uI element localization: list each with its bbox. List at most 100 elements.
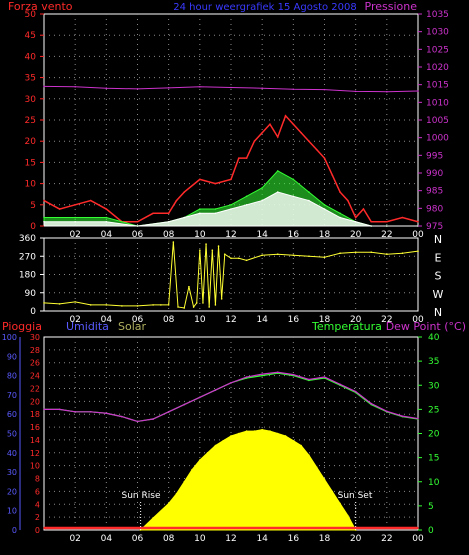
y-tick-label-umidita: 50 xyxy=(7,430,17,439)
data-point-gust xyxy=(183,191,186,193)
data-point-direction xyxy=(202,302,204,304)
data-point-direction_band xyxy=(74,220,76,223)
data-point-average xyxy=(261,187,263,189)
y-tick-label-umidita: 10 xyxy=(7,507,17,516)
data-point-direction xyxy=(43,302,45,304)
x-tick-label: 22 xyxy=(381,230,392,240)
y-tick-label-right: 35 xyxy=(428,357,439,367)
y-tick-label-umidita: 60 xyxy=(7,410,17,419)
data-point-direction xyxy=(370,251,373,253)
x-tick-label: 04 xyxy=(101,230,113,240)
x-tick-label: 12 xyxy=(225,230,236,240)
data-point-gust xyxy=(276,136,279,138)
y-tick-label-left: 360 xyxy=(19,234,36,244)
data-point-direction xyxy=(276,253,279,256)
data-point-average xyxy=(199,208,201,210)
x-tick-label: 16 xyxy=(288,315,300,325)
y-tick-label-pioggia: 14 xyxy=(30,436,40,445)
data-point-direction xyxy=(245,259,248,262)
data-point-dew-point-c- xyxy=(292,373,295,376)
compass-label: N xyxy=(434,233,442,246)
data-point-gust xyxy=(386,220,388,223)
y-tick-label-right: 990 xyxy=(426,169,443,179)
data-point-direction_band xyxy=(386,225,388,227)
x-tick-label: 08 xyxy=(163,315,175,325)
data-point-gust xyxy=(58,208,61,210)
data-point-direction xyxy=(401,252,404,255)
y-tick-label-right: 985 xyxy=(426,187,443,197)
data-point-direction xyxy=(417,250,419,252)
data-point-dew-point-c- xyxy=(308,378,310,381)
x-tick-label: 12 xyxy=(225,315,236,325)
data-point-dew-point-c- xyxy=(245,376,248,378)
x-tick-label: 16 xyxy=(288,230,300,240)
y-tick-label-pioggia: 26 xyxy=(30,359,40,368)
data-point-direction xyxy=(205,243,207,245)
data-point-average xyxy=(105,216,108,219)
data-point-direction xyxy=(121,305,123,307)
x-tick-label: 20 xyxy=(350,315,362,325)
x-tick-label: 02 xyxy=(69,534,80,544)
y-tick-label-umidita: 100 xyxy=(2,333,17,342)
data-point-dew-point-c- xyxy=(417,417,419,420)
data-point-solar xyxy=(284,435,287,437)
y-tick-label-right: 1025 xyxy=(426,45,449,55)
x-tick-label: 08 xyxy=(163,534,175,544)
data-point-direction_band xyxy=(214,212,217,215)
data-point-direction_band xyxy=(261,199,263,202)
y-tick-label-right: 1020 xyxy=(426,63,449,73)
y-tick-label-left: 40 xyxy=(25,52,37,62)
data-point-direction xyxy=(192,306,195,308)
y-tick-label-right: 1010 xyxy=(426,98,449,108)
data-point-average xyxy=(43,216,45,219)
data-point-gust xyxy=(214,182,217,185)
data-point-gust xyxy=(105,208,108,210)
y-tick-label-left: 50 xyxy=(25,10,37,20)
y-tick-label-right: 1005 xyxy=(426,116,449,126)
data-point-gust xyxy=(199,178,201,181)
data-point-average xyxy=(276,170,279,172)
data-point-dew-point-c- xyxy=(261,373,263,375)
y-tick-label-pioggia: 2 xyxy=(35,513,40,522)
y-tick-label-umidita: 80 xyxy=(7,372,17,381)
compass-label: N xyxy=(434,306,442,319)
data-point-direction xyxy=(217,245,220,247)
data-point-direction xyxy=(354,251,357,253)
data-point-gust xyxy=(43,199,45,202)
data-point-solar xyxy=(323,478,326,481)
data-point-direction xyxy=(261,254,263,257)
data-point-solar xyxy=(222,439,225,442)
y-tick-label-umidita: 40 xyxy=(7,449,17,458)
data-point-dew-point-c- xyxy=(354,390,357,393)
data-point-gust xyxy=(167,212,170,215)
data-point-average xyxy=(308,191,310,193)
y-tick-label-pioggia: 4 xyxy=(35,500,40,509)
y-tick-label-right: 5 xyxy=(428,502,434,512)
y-tick-label-right: 30 xyxy=(428,381,440,391)
y-tick-label-right: 1015 xyxy=(426,81,449,91)
data-point-solar xyxy=(230,435,232,437)
data-point-gust xyxy=(230,178,232,181)
y-tick-label-left: 30 xyxy=(25,95,37,105)
data-point-dew-point-c- xyxy=(323,376,326,378)
data-point-gust xyxy=(74,204,76,206)
data-point-direction_band xyxy=(105,220,108,223)
data-point-gust xyxy=(370,220,373,223)
y-tick-label-umidita: 30 xyxy=(7,468,17,477)
x-tick-label: 04 xyxy=(101,534,113,544)
data-point-gust xyxy=(237,157,240,159)
y-tick-label-left: 0 xyxy=(30,222,36,232)
x-tick-label: 06 xyxy=(132,315,144,325)
data-point-gust xyxy=(261,131,263,134)
y-tick-label-left: 35 xyxy=(25,74,36,84)
data-point-direction_band xyxy=(339,216,341,219)
series-solar xyxy=(139,429,357,531)
data-point-average xyxy=(292,178,295,181)
x-tick-label: 16 xyxy=(288,534,300,544)
data-point-direction xyxy=(339,252,341,255)
data-point-gust xyxy=(323,157,326,159)
data-point-direction xyxy=(188,285,190,288)
data-point-direction_band xyxy=(183,216,186,219)
data-point-gust xyxy=(89,199,92,202)
